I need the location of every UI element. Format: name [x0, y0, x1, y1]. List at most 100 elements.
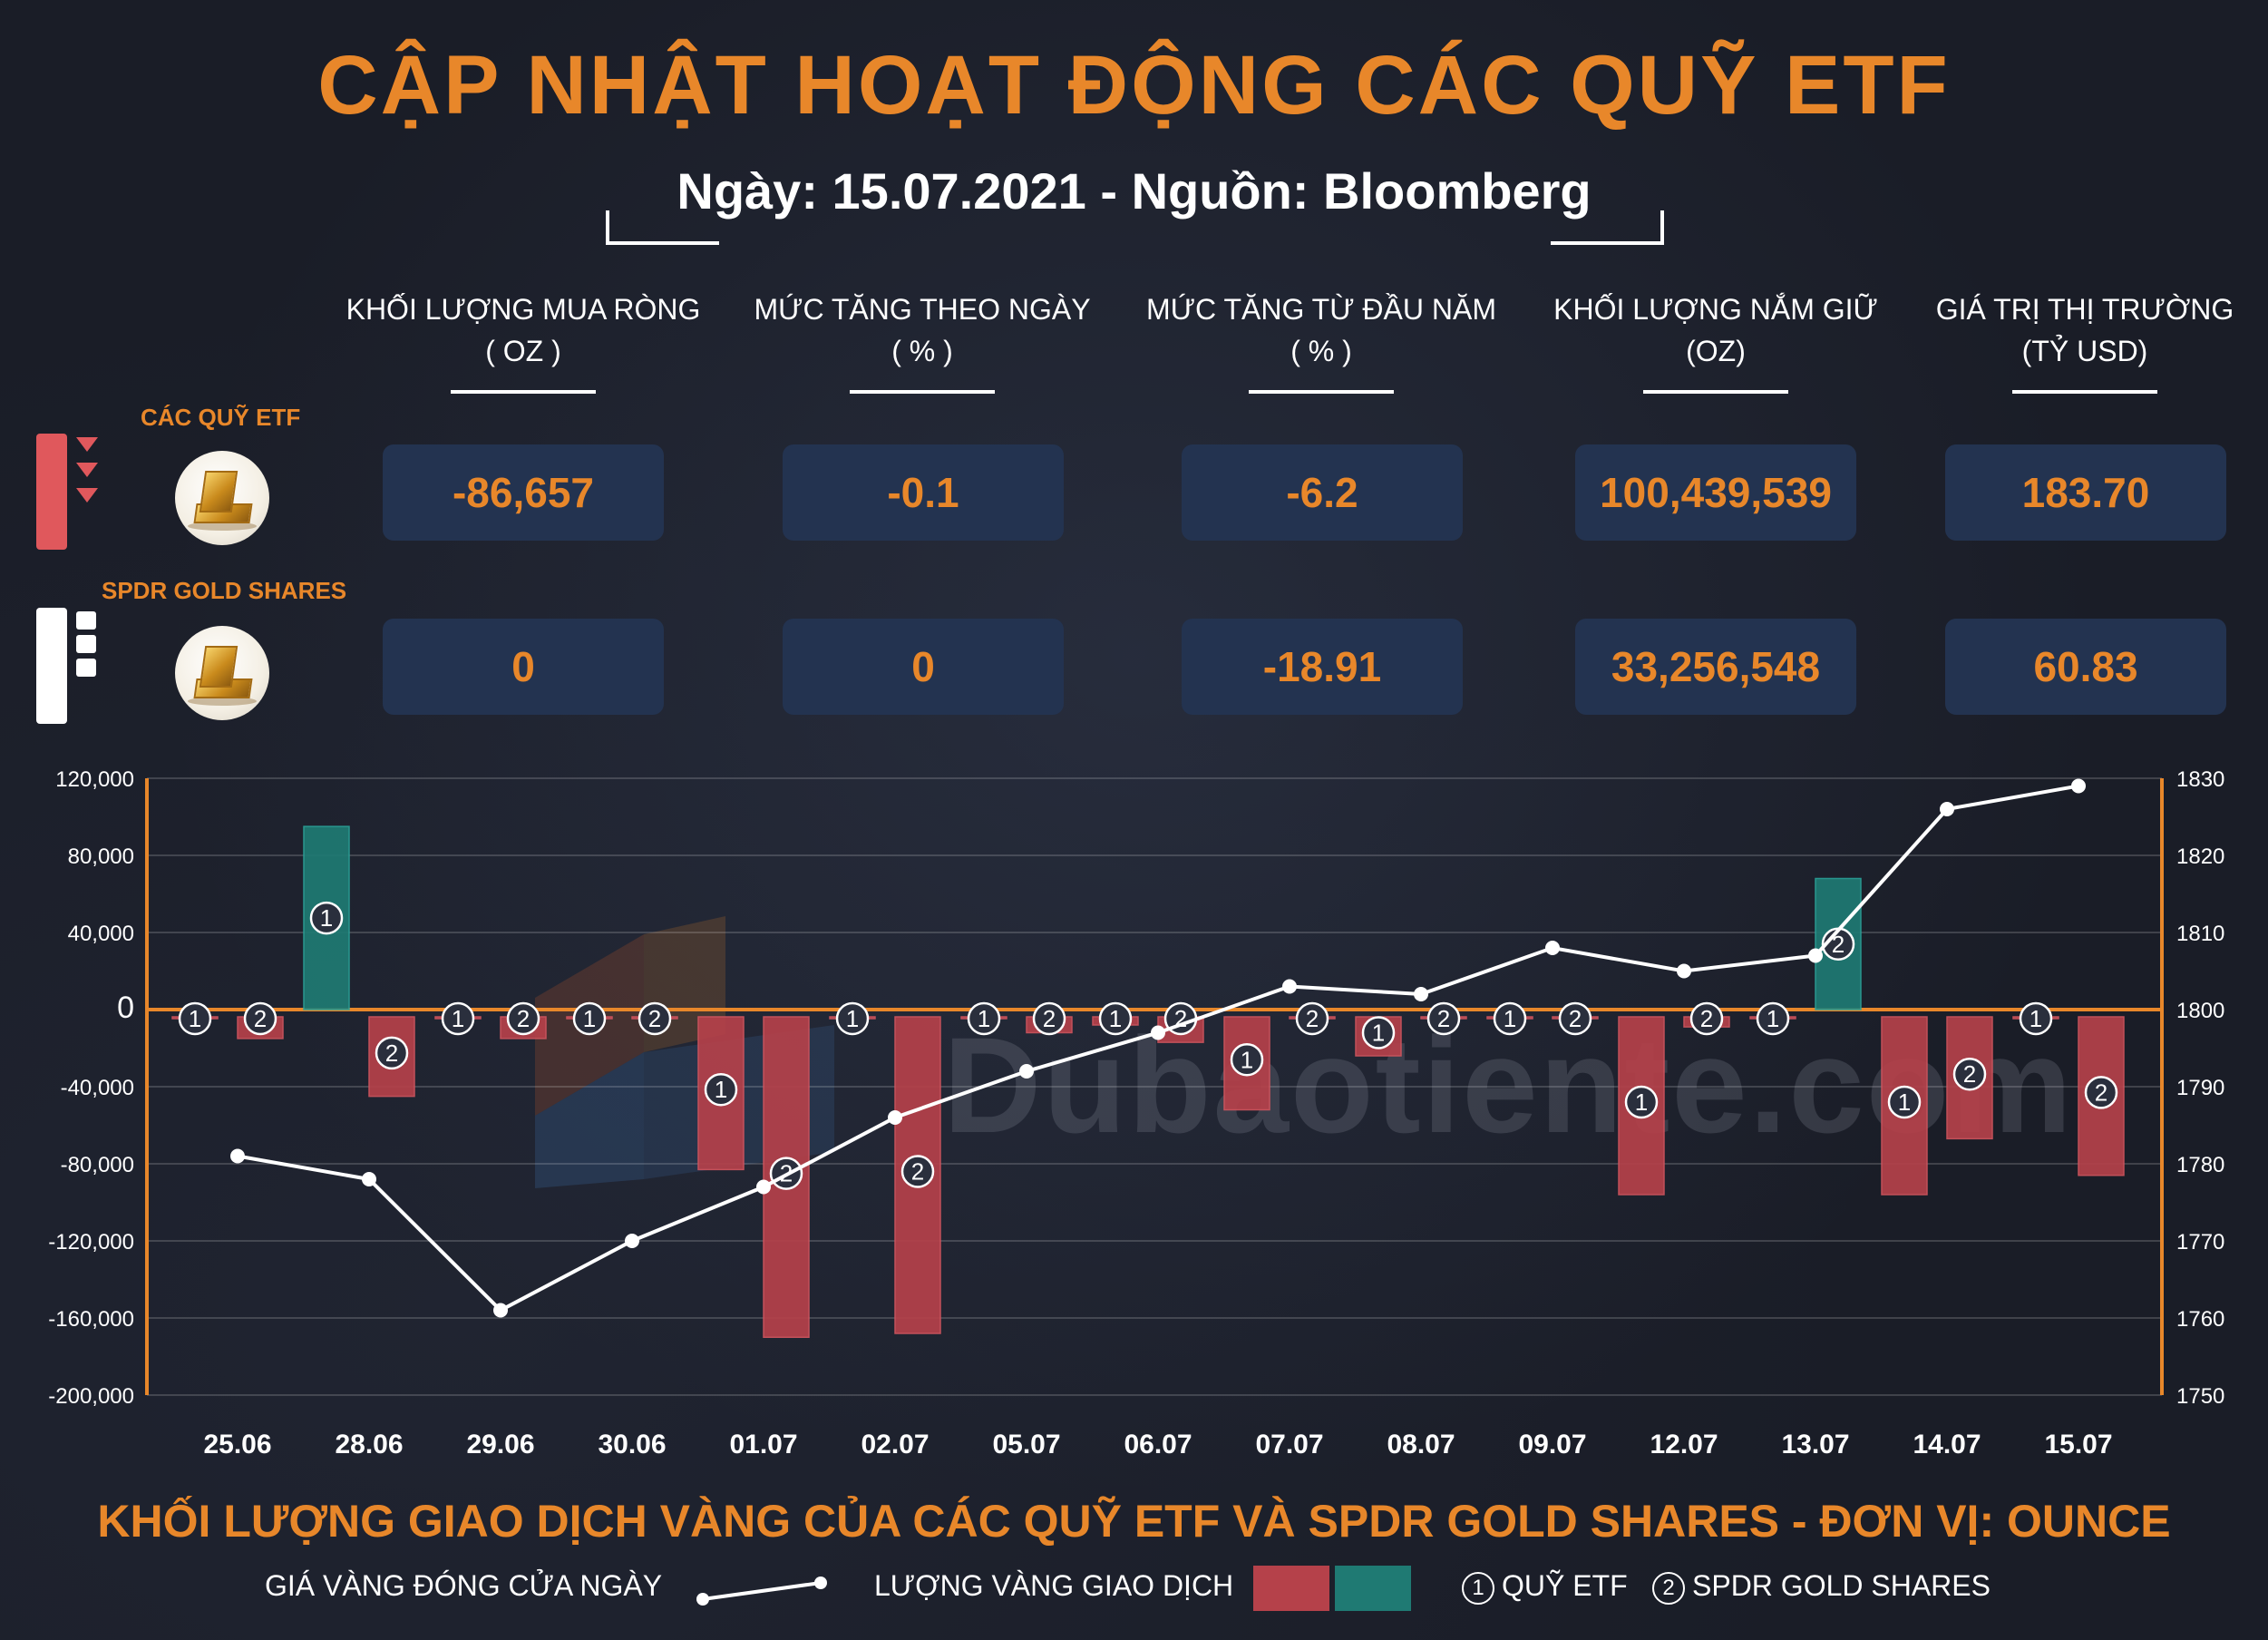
spdr-market-value: 60.83 — [1945, 619, 2226, 715]
bar-marker-label: 1 — [2030, 1005, 2042, 1032]
price-point — [362, 1172, 376, 1186]
x-tick-label: 06.07 — [1124, 1430, 1192, 1459]
etf-holdings-value: 100,439,539 — [1575, 444, 1856, 541]
price-line — [237, 784, 2079, 1313]
price-point — [888, 1110, 902, 1125]
bar-marker-circle — [1558, 1001, 1592, 1036]
bar-marker-label: 1 — [1767, 1005, 1779, 1032]
y-tick-right: 1750 — [2176, 1384, 2224, 1409]
x-tick-label: 12.07 — [1650, 1430, 1718, 1459]
legend-marker-1-label: QUỸ ETF — [1502, 1569, 1628, 1602]
y-tick-left: 40,000 — [68, 922, 134, 946]
x-tick-label: 01.07 — [729, 1430, 797, 1459]
bar-marker-label: 1 — [583, 1005, 596, 1032]
price-point — [2071, 778, 2086, 794]
bar-marker-label: 2 — [2095, 1079, 2107, 1106]
etf-daily-change-value: -0.1 — [783, 444, 1064, 541]
legend-marker-1: 1 QUỸ ETF — [1462, 1569, 1628, 1605]
bar-marker-label: 1 — [978, 1005, 990, 1032]
price-point — [756, 1179, 771, 1195]
y-tick-left: -80,000 — [61, 1153, 134, 1177]
bar-marker-circle — [572, 1001, 607, 1036]
bar-marker-circle — [1361, 1016, 1396, 1049]
price-point — [1151, 1025, 1165, 1040]
page-title: CẬP NHẬT HOẠT ĐỘNG CÁC QUỸ ETF — [317, 39, 1951, 132]
column-header-line2: ( % ) — [1290, 335, 1352, 367]
column-header-line2: (TỶ USD) — [2021, 335, 2148, 367]
price-point — [1545, 941, 1560, 955]
price-point — [625, 1234, 639, 1248]
bar-marker-label: 1 — [715, 1076, 727, 1103]
bar-marker-label: 2 — [648, 1005, 661, 1032]
column-header-line2: ( OZ ) — [485, 335, 561, 367]
column-underline — [451, 390, 596, 394]
y-tick-right: 1810 — [2176, 922, 2224, 946]
column-underline — [1643, 390, 1788, 394]
spdr-ytd-change-value: -18.91 — [1182, 619, 1463, 715]
legend-negative-swatch — [1253, 1566, 1329, 1611]
x-tick-label: 09.07 — [1518, 1430, 1586, 1459]
column-header-line1: KHỐI LƯỢNG NẮM GIỮ — [1553, 293, 1878, 326]
column-header-line2: (OZ) — [1686, 335, 1746, 367]
column-header-line1: GIÁ TRỊ THỊ TRƯỜNG — [1935, 293, 2234, 326]
y-tick-left: -120,000 — [48, 1230, 134, 1254]
bar-marker-circle — [2019, 1001, 2053, 1036]
page-subtitle: Ngày: 15.07.2021 - Nguồn: Bloomberg — [677, 162, 1591, 220]
y-tick-left: -200,000 — [48, 1384, 134, 1409]
column-header-holdings: KHỐI LƯỢNG NẮM GIỮ (OZ) — [1525, 288, 1906, 394]
bar-marker-label: 2 — [1832, 931, 1845, 958]
marker-1-badge: 1 — [1462, 1571, 1494, 1605]
spdr-net-buy-value: 0 — [383, 619, 664, 715]
y-tick-right: 1800 — [2176, 999, 2224, 1023]
spdr-daily-change-value: 0 — [783, 619, 1064, 715]
price-point — [1282, 979, 1297, 994]
etf-market-value: 183.70 — [1945, 444, 2226, 541]
x-tick-label: 02.07 — [861, 1430, 929, 1459]
bar-marker-label: 1 — [189, 1005, 201, 1032]
bar-marker-label: 1 — [1635, 1088, 1648, 1116]
chart-title: KHỐI LƯỢNG GIAO DỊCH VÀNG CỦA CÁC QUỸ ET… — [97, 1496, 2171, 1547]
y-tick-right: 1780 — [2176, 1153, 2224, 1177]
bar-marker-circle — [1426, 1001, 1461, 1036]
marker-2-badge: 2 — [1652, 1571, 1685, 1605]
y-tick-right: 1830 — [2176, 767, 2224, 792]
etf-net-buy-value: -86,657 — [383, 444, 664, 541]
bar-marker-circle — [1493, 1001, 1527, 1036]
bar-marker-label: 1 — [1109, 1005, 1122, 1032]
bar-marker-circle — [835, 1001, 870, 1036]
row-label-spdr: SPDR GOLD SHARES — [102, 577, 347, 604]
bar-marker-circle — [243, 1001, 277, 1036]
etf-ytd-change-value: -6.2 — [1182, 444, 1463, 541]
x-tick-label: 07.07 — [1255, 1430, 1323, 1459]
bar-marker-label: 2 — [517, 1005, 530, 1032]
column-header-market-value: GIÁ TRỊ THỊ TRƯỜNG (TỶ USD) — [1894, 288, 2268, 394]
bar-marker-circle — [900, 1155, 935, 1188]
bar-marker-circle — [1756, 1001, 1790, 1036]
bar-marker-circle — [704, 1072, 738, 1107]
etf-flow-chart: 120,000 80,000 40,000 0 -40,000 -80,000 -120,0… — [48, 767, 2224, 1459]
gold-bar-icon — [175, 451, 269, 545]
bar-marker-label: 1 — [1372, 1020, 1385, 1047]
legend-bar-label: LƯỢNG VÀNG GIAO DỊCH — [874, 1569, 1234, 1602]
row-label-etf: CÁC QUỸ ETF — [141, 404, 301, 431]
price-point — [1677, 963, 1691, 979]
x-tick-label: 25.06 — [203, 1430, 271, 1459]
bar-marker-label: 2 — [911, 1158, 924, 1186]
price-point — [1940, 802, 1954, 816]
bar-marker-label: 1 — [1241, 1046, 1253, 1073]
y-tick-right: 1770 — [2176, 1230, 2224, 1254]
column-header-line1: MỨC TĂNG TỪ ĐẦU NĂM — [1146, 293, 1496, 326]
bar-marker-label: 1 — [320, 904, 333, 932]
bar-marker-circle — [1952, 1057, 1987, 1091]
x-tick-label: 13.07 — [1781, 1430, 1849, 1459]
bar-marker-label: 2 — [1437, 1005, 1450, 1032]
price-point — [1414, 987, 1428, 1001]
column-header-line2: ( % ) — [891, 335, 953, 367]
legend-marker-2-label: SPDR GOLD SHARES — [1692, 1569, 1991, 1602]
subtitle-bracket-right — [1551, 210, 1664, 245]
column-header-line1: MỨC TĂNG THEO NGÀY — [754, 293, 1091, 326]
bar-marker-circle — [2084, 1076, 2118, 1109]
bar-marker-label: 1 — [452, 1005, 464, 1032]
x-tick-label: 30.06 — [598, 1430, 666, 1459]
